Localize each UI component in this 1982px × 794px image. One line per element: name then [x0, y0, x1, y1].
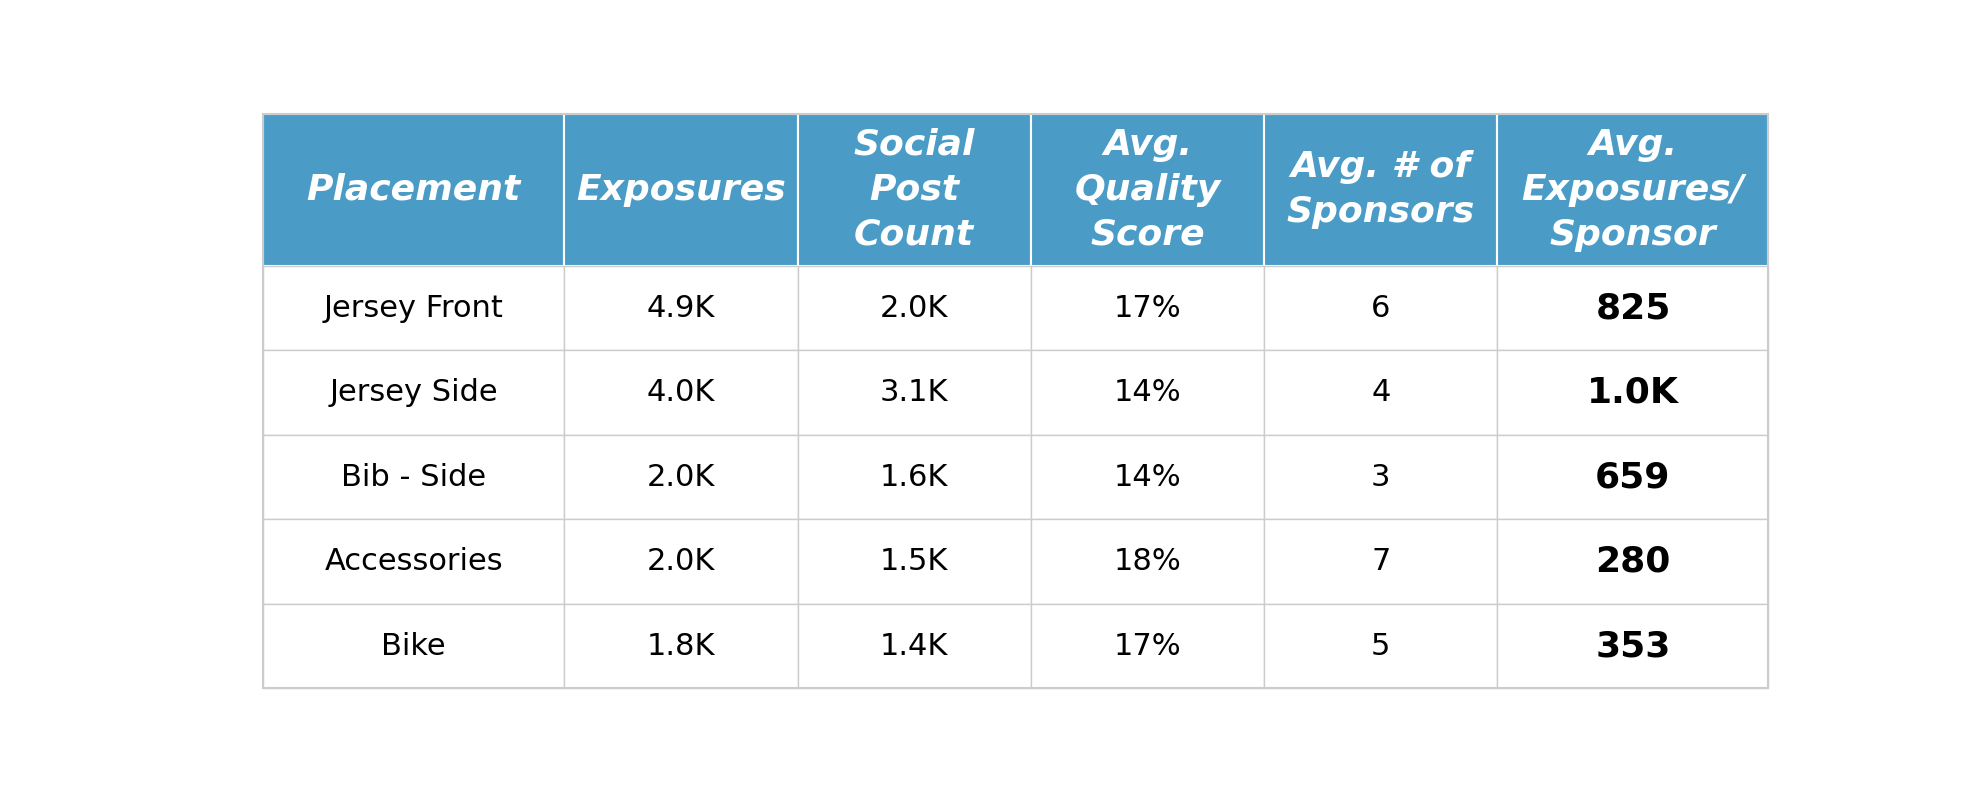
- Text: Placement: Placement: [307, 173, 521, 206]
- Bar: [1498, 114, 1768, 266]
- Text: Jersey Side: Jersey Side: [329, 378, 497, 407]
- Bar: [565, 604, 797, 688]
- Text: 825: 825: [1596, 291, 1671, 326]
- Bar: [1498, 604, 1768, 688]
- Bar: [1498, 266, 1768, 350]
- Bar: [1498, 435, 1768, 519]
- Text: 2.0K: 2.0K: [646, 547, 716, 576]
- Bar: [1031, 350, 1265, 435]
- Text: 5: 5: [1372, 631, 1391, 661]
- Bar: [797, 519, 1031, 604]
- Bar: [1031, 114, 1265, 266]
- Text: 4.0K: 4.0K: [646, 378, 716, 407]
- Text: Avg.
Quality
Score: Avg. Quality Score: [1074, 128, 1221, 252]
- Text: 2.0K: 2.0K: [880, 294, 947, 322]
- Text: 4: 4: [1372, 378, 1391, 407]
- Text: 1.8K: 1.8K: [646, 631, 716, 661]
- Bar: [264, 604, 565, 688]
- Text: Bib - Side: Bib - Side: [341, 463, 486, 491]
- Bar: [1265, 350, 1498, 435]
- Bar: [264, 435, 565, 519]
- Text: 4.9K: 4.9K: [646, 294, 716, 322]
- Bar: [1031, 266, 1265, 350]
- Bar: [1498, 519, 1768, 604]
- Bar: [1265, 114, 1498, 266]
- Text: 7: 7: [1372, 547, 1391, 576]
- Text: Accessories: Accessories: [325, 547, 503, 576]
- Text: Avg.
Exposures/
Sponsor: Avg. Exposures/ Sponsor: [1522, 128, 1744, 252]
- Bar: [264, 266, 565, 350]
- Bar: [1031, 435, 1265, 519]
- Text: 1.5K: 1.5K: [880, 547, 947, 576]
- Text: 280: 280: [1596, 545, 1671, 579]
- Bar: [797, 114, 1031, 266]
- Text: 6: 6: [1372, 294, 1391, 322]
- Text: 659: 659: [1596, 460, 1671, 494]
- Text: 17%: 17%: [1114, 294, 1181, 322]
- Text: 3: 3: [1372, 463, 1391, 491]
- Bar: [797, 266, 1031, 350]
- Bar: [565, 435, 797, 519]
- Bar: [565, 114, 797, 266]
- Text: Bike: Bike: [381, 631, 446, 661]
- Text: 17%: 17%: [1114, 631, 1181, 661]
- Text: 14%: 14%: [1114, 463, 1181, 491]
- Bar: [797, 604, 1031, 688]
- Text: 2.0K: 2.0K: [646, 463, 716, 491]
- Text: 14%: 14%: [1114, 378, 1181, 407]
- Text: 1.4K: 1.4K: [880, 631, 947, 661]
- Bar: [264, 350, 565, 435]
- Text: Social
Post
Count: Social Post Count: [854, 128, 975, 252]
- Bar: [565, 350, 797, 435]
- Text: 1.0K: 1.0K: [1588, 376, 1679, 410]
- Text: 1.6K: 1.6K: [880, 463, 947, 491]
- Bar: [1031, 604, 1265, 688]
- Bar: [565, 266, 797, 350]
- Text: 18%: 18%: [1114, 547, 1181, 576]
- Bar: [264, 519, 565, 604]
- Bar: [1498, 350, 1768, 435]
- Bar: [264, 114, 565, 266]
- Bar: [1031, 519, 1265, 604]
- Text: Exposures: Exposures: [577, 173, 785, 206]
- Bar: [797, 350, 1031, 435]
- Text: 3.1K: 3.1K: [880, 378, 949, 407]
- Bar: [565, 519, 797, 604]
- Text: Jersey Front: Jersey Front: [323, 294, 503, 322]
- Bar: [1265, 519, 1498, 604]
- Bar: [1265, 266, 1498, 350]
- Bar: [1265, 435, 1498, 519]
- Bar: [1265, 604, 1498, 688]
- Text: 353: 353: [1596, 629, 1671, 663]
- Text: Avg. # of
Sponsors: Avg. # of Sponsors: [1286, 150, 1475, 229]
- Bar: [797, 435, 1031, 519]
